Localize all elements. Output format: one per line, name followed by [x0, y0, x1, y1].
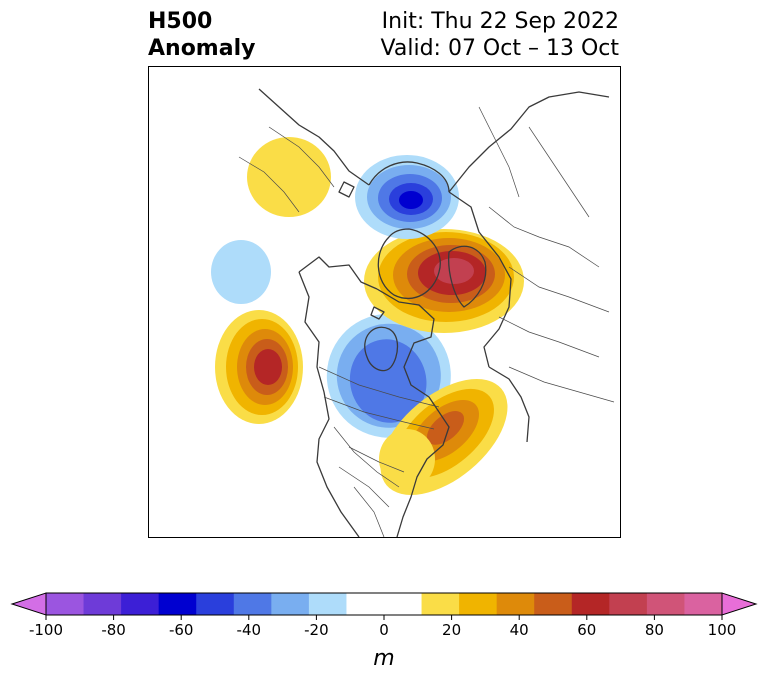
colorbar-tick-label: 40 — [510, 621, 529, 639]
anomaly-pos-neus — [379, 429, 435, 489]
colorbar-tick-label: 20 — [442, 621, 461, 639]
anomaly-pos-pacific — [215, 310, 303, 424]
colorbar-bin — [609, 593, 648, 615]
colorbar-bin — [459, 593, 498, 615]
coastlines — [258, 88, 610, 537]
colorbar-bin — [46, 593, 85, 615]
init-date: Init: Thu 22 Sep 2022 — [381, 9, 619, 34]
colorbar-bin — [196, 593, 235, 615]
colorbar-bin — [534, 593, 573, 615]
colorbar-tick-label: -20 — [304, 621, 329, 639]
colorbar-bin — [571, 593, 610, 615]
colorbar-tick-label: -100 — [29, 621, 63, 639]
colorbar-bin — [346, 593, 423, 615]
valid-range: Valid: 07 Oct – 13 Oct — [380, 36, 619, 61]
anomaly-neg-barents — [355, 155, 459, 239]
anomaly-pos-asia — [247, 137, 331, 217]
colorbar-tick-label: 60 — [577, 621, 596, 639]
date-info: Init: Thu 22 Sep 2022 Valid: 07 Oct – 13… — [381, 8, 619, 62]
colorbar-bin — [684, 593, 723, 615]
colorbar-bin — [496, 593, 535, 615]
map-title: H500 Anomaly — [148, 8, 255, 62]
colorbar-unit: m — [373, 646, 395, 671]
colorbar-bin — [83, 593, 122, 615]
colorbar-svg: -100 -80 -60 -40 -20 0 20 40 60 80 100 — [10, 592, 758, 639]
colorbar-under-extension — [10, 592, 47, 616]
colorbar-tick-label: -40 — [237, 621, 262, 639]
colorbar-over-extension — [721, 592, 758, 616]
colorbar-bin — [421, 593, 460, 615]
colorbar-tick-label: -60 — [169, 621, 194, 639]
anomaly-pos-eurasia — [364, 229, 524, 333]
colorbar-tick-label: 0 — [379, 621, 389, 639]
colorbar-bin — [158, 593, 197, 615]
colorbar-tick-label: 100 — [708, 621, 737, 639]
anomaly-neg-wpacific — [211, 240, 271, 304]
title-line-1: H500 — [148, 9, 213, 34]
anomaly-field — [211, 137, 524, 495]
colorbar: -100 -80 -60 -40 -20 0 20 40 60 80 100 — [10, 588, 758, 648]
colorbar-bin — [646, 593, 685, 615]
colorbar-bin — [233, 593, 272, 615]
map-canvas — [149, 67, 620, 537]
borders — [238, 106, 615, 537]
colorbar-bin — [308, 593, 347, 615]
colorbar-bin — [271, 593, 310, 615]
anomaly-map — [148, 66, 621, 538]
colorbar-tick-label: -80 — [101, 621, 126, 639]
title-line-2: Anomaly — [148, 36, 256, 61]
colorbar-bin — [121, 593, 160, 615]
colorbar-tick-label: 80 — [645, 621, 664, 639]
